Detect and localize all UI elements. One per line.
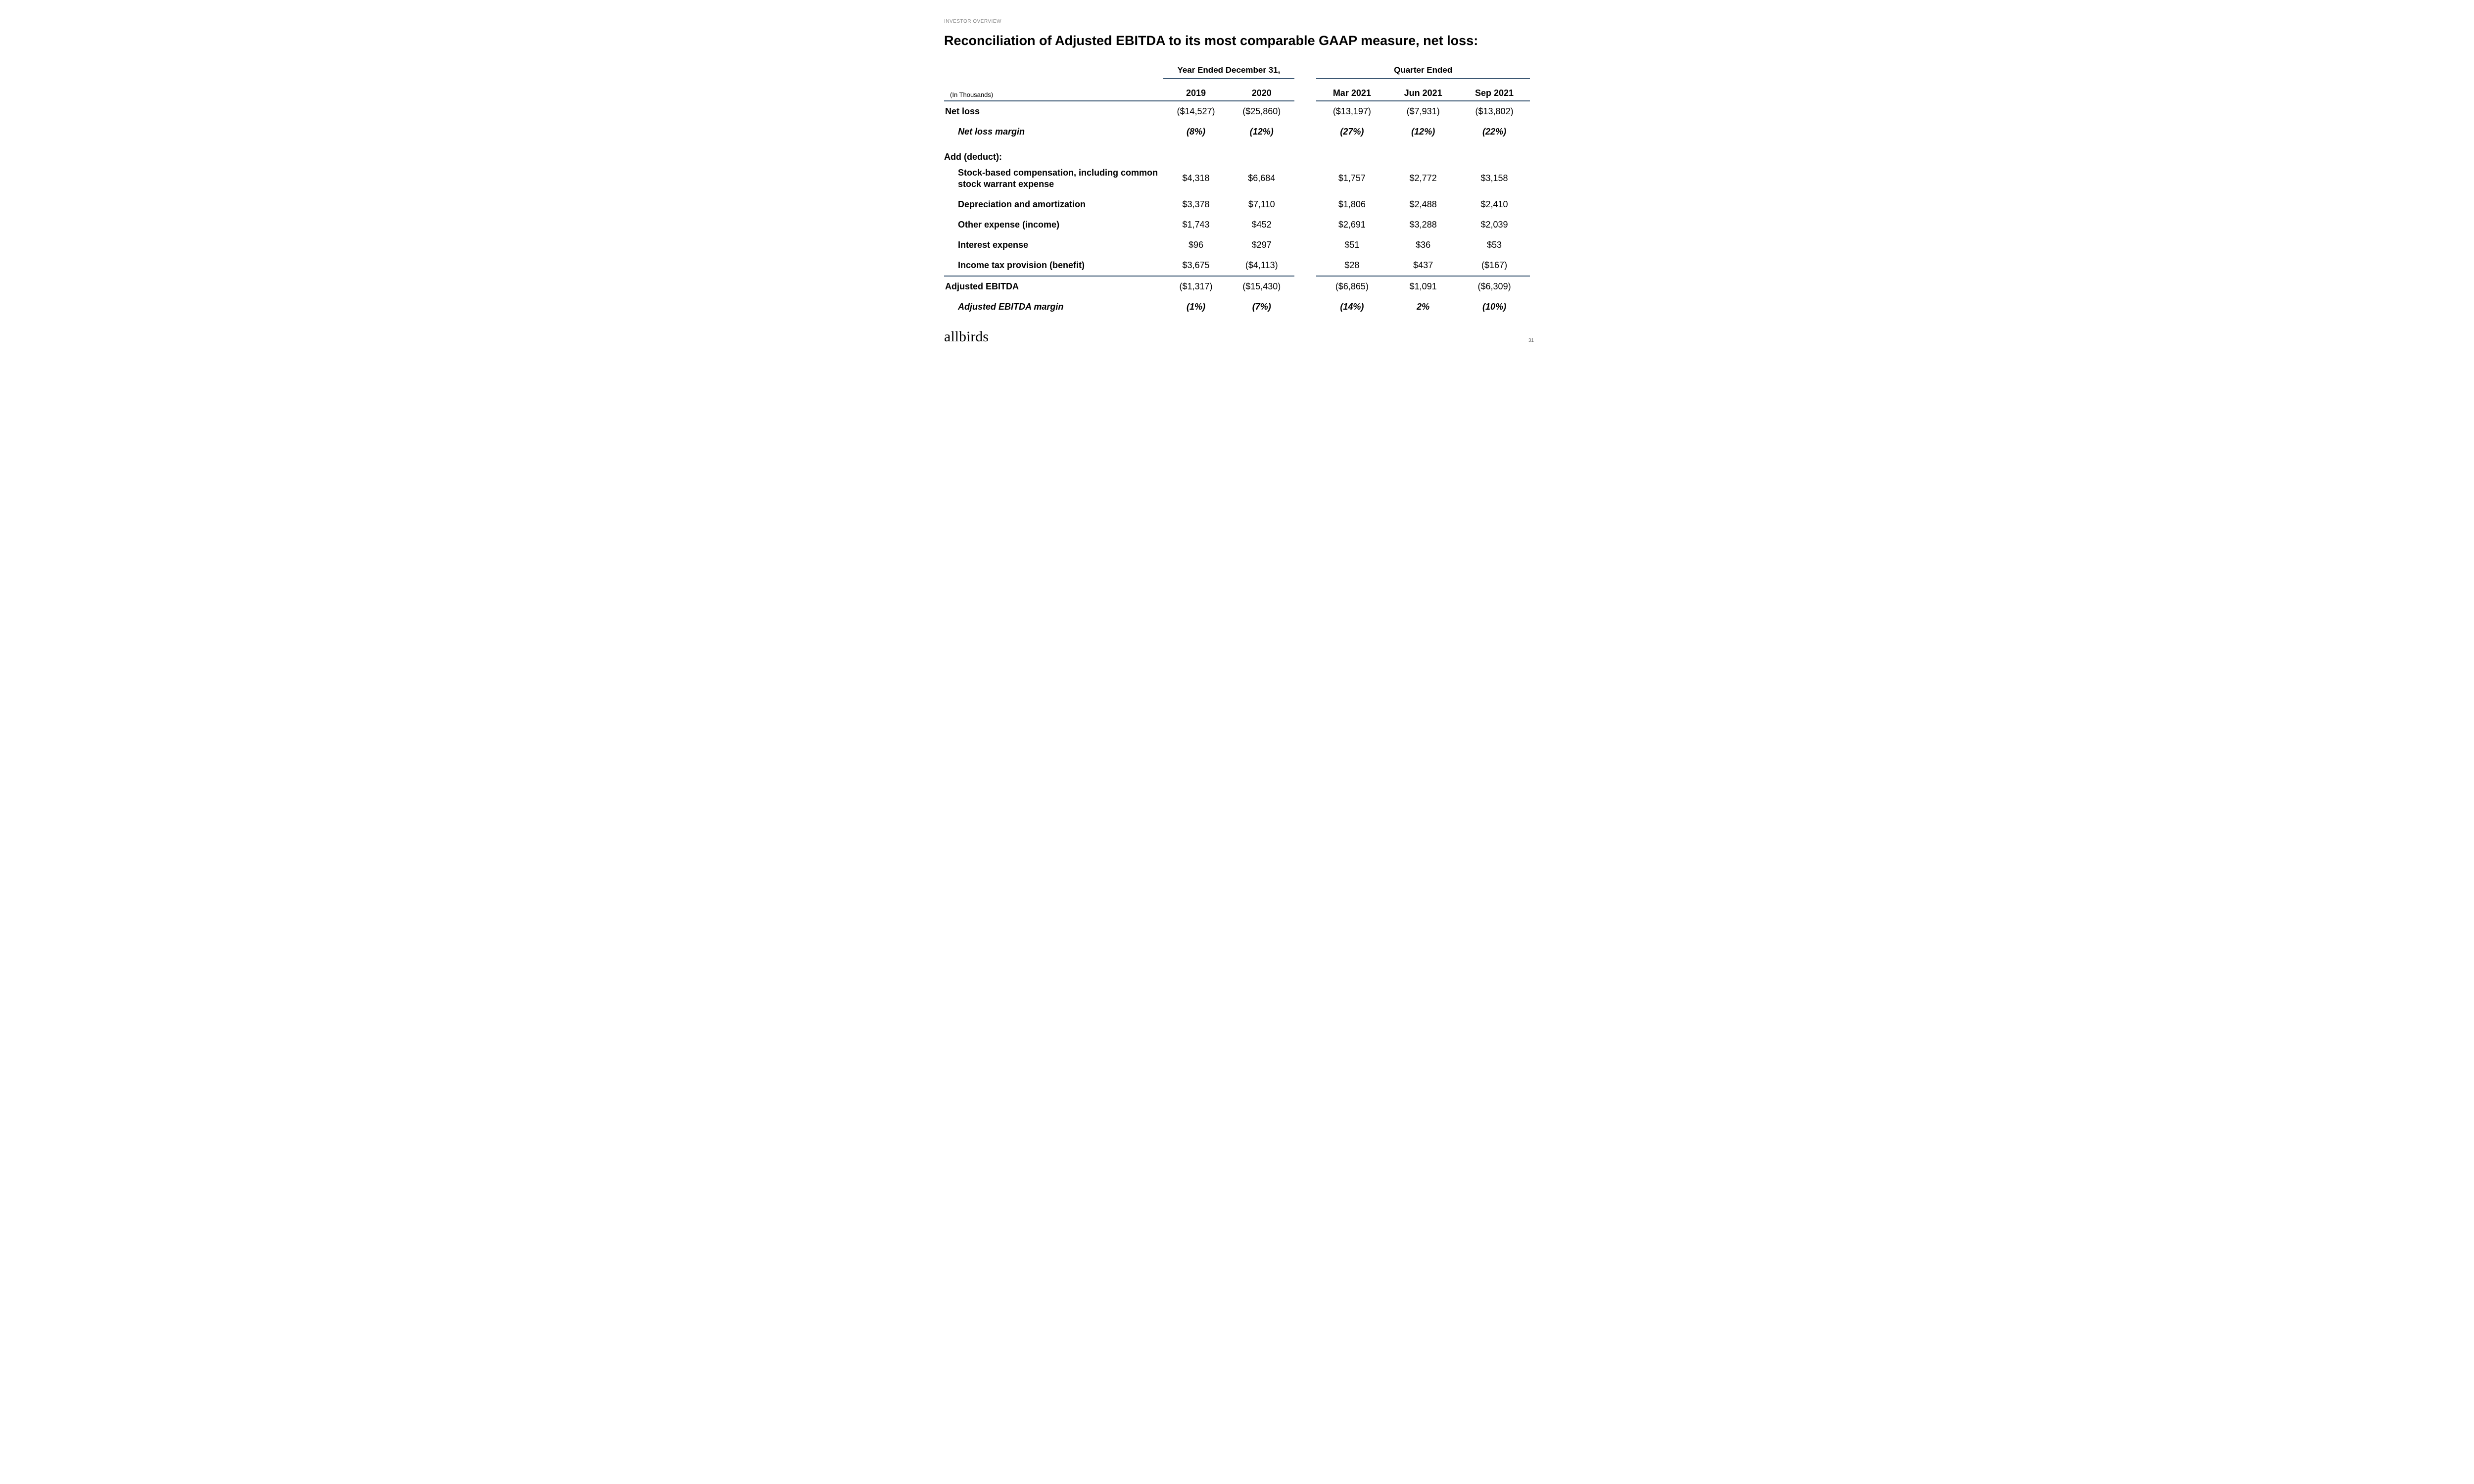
cell-value: $96 — [1163, 235, 1229, 255]
cell-value: ($6,309) — [1459, 276, 1530, 297]
cell-value: $1,091 — [1387, 276, 1459, 297]
cell-label: Other expense (income) — [944, 215, 1163, 235]
cell-value: (7%) — [1229, 297, 1294, 317]
cell-value: ($7,931) — [1387, 101, 1459, 122]
col-2019: 2019 — [1163, 79, 1229, 101]
cell-value: $28 — [1316, 255, 1387, 276]
row-adj-ebitda-margin: Adjusted EBITDA margin (1%) (7%) (14%) 2… — [944, 297, 1530, 317]
cell-label: Stock-based compensation, including comm… — [944, 162, 1163, 194]
col-2020: 2020 — [1229, 79, 1294, 101]
cell-value: $3,288 — [1387, 215, 1459, 235]
cell-value: (1%) — [1163, 297, 1229, 317]
group-header-quarter: Quarter Ended — [1316, 65, 1530, 79]
cell-label: Adjusted EBITDA — [944, 276, 1163, 297]
cell-label: Net loss margin — [944, 122, 1163, 142]
cell-label: Depreciation and amortization — [944, 194, 1163, 215]
cell-value: ($4,113) — [1229, 255, 1294, 276]
row-adj-ebitda: Adjusted EBITDA ($1,317) ($15,430) ($6,8… — [944, 276, 1530, 297]
cell-value: $2,488 — [1387, 194, 1459, 215]
cell-value: ($13,197) — [1316, 101, 1387, 122]
page-number: 31 — [1528, 338, 1534, 343]
cell-value: (12%) — [1387, 122, 1459, 142]
slide: INVESTOR OVERVIEW Reconciliation of Adju… — [920, 0, 1554, 356]
col-q3: Sep 2021 — [1459, 79, 1530, 101]
cell-value: ($25,860) — [1229, 101, 1294, 122]
cell-value: $297 — [1229, 235, 1294, 255]
row-interest: Interest expense $96 $297 $51 $36 $53 — [944, 235, 1530, 255]
row-sbc: Stock-based compensation, including comm… — [944, 162, 1530, 194]
group-header-row: Year Ended December 31, Quarter Ended — [944, 65, 1530, 79]
row-da: Depreciation and amortization $3,378 $7,… — [944, 194, 1530, 215]
cell-label: Income tax provision (benefit) — [944, 255, 1163, 276]
cell-value: ($15,430) — [1229, 276, 1294, 297]
cell-value: (22%) — [1459, 122, 1530, 142]
cell-value: $452 — [1229, 215, 1294, 235]
row-net-loss: Net loss ($14,527) ($25,860) ($13,197) (… — [944, 101, 1530, 122]
cell-value: ($1,317) — [1163, 276, 1229, 297]
cell-value: ($13,802) — [1459, 101, 1530, 122]
cell-value: (14%) — [1316, 297, 1387, 317]
cell-value: $1,743 — [1163, 215, 1229, 235]
cell-value: $2,039 — [1459, 215, 1530, 235]
cell-label: Interest expense — [944, 235, 1163, 255]
cell-value: $3,158 — [1459, 162, 1530, 194]
cell-value: $53 — [1459, 235, 1530, 255]
units-label: (In Thousands) — [944, 79, 1163, 101]
cell-value: $6,684 — [1229, 162, 1294, 194]
cell-value: $437 — [1387, 255, 1459, 276]
row-add-deduct: Add (deduct): — [944, 142, 1530, 162]
table: Year Ended December 31, Quarter Ended (I… — [944, 65, 1530, 317]
cell-value: $7,110 — [1229, 194, 1294, 215]
cell-value: ($167) — [1459, 255, 1530, 276]
cell-value: ($14,527) — [1163, 101, 1229, 122]
cell-value: $3,675 — [1163, 255, 1229, 276]
cell-value: (27%) — [1316, 122, 1387, 142]
cell-value: (12%) — [1229, 122, 1294, 142]
cell-label: Add (deduct): — [944, 142, 1163, 162]
cell-value: $51 — [1316, 235, 1387, 255]
cell-value: 2% — [1387, 297, 1459, 317]
overline-text: INVESTOR OVERVIEW — [944, 19, 1530, 24]
page-title: Reconciliation of Adjusted EBITDA to its… — [944, 33, 1530, 48]
cell-value: ($6,865) — [1316, 276, 1387, 297]
cell-value: $4,318 — [1163, 162, 1229, 194]
cell-value: (10%) — [1459, 297, 1530, 317]
cell-value: $2,772 — [1387, 162, 1459, 194]
cell-label: Adjusted EBITDA margin — [944, 297, 1163, 317]
cell-value: (8%) — [1163, 122, 1229, 142]
cell-value: $2,410 — [1459, 194, 1530, 215]
column-header-row: (In Thousands) 2019 2020 Mar 2021 Jun 20… — [944, 79, 1530, 101]
row-tax: Income tax provision (benefit) $3,675 ($… — [944, 255, 1530, 276]
cell-value: $36 — [1387, 235, 1459, 255]
brand-logo: allbirds — [944, 328, 989, 345]
col-q2: Jun 2021 — [1387, 79, 1459, 101]
row-other: Other expense (income) $1,743 $452 $2,69… — [944, 215, 1530, 235]
cell-value: $3,378 — [1163, 194, 1229, 215]
group-header-year: Year Ended December 31, — [1163, 65, 1295, 79]
cell-value: $1,806 — [1316, 194, 1387, 215]
cell-value: $2,691 — [1316, 215, 1387, 235]
col-q1: Mar 2021 — [1316, 79, 1387, 101]
cell-label: Net loss — [944, 101, 1163, 122]
cell-value: $1,757 — [1316, 162, 1387, 194]
reconciliation-table: Year Ended December 31, Quarter Ended (I… — [944, 65, 1530, 317]
row-net-loss-margin: Net loss margin (8%) (12%) (27%) (12%) (… — [944, 122, 1530, 142]
